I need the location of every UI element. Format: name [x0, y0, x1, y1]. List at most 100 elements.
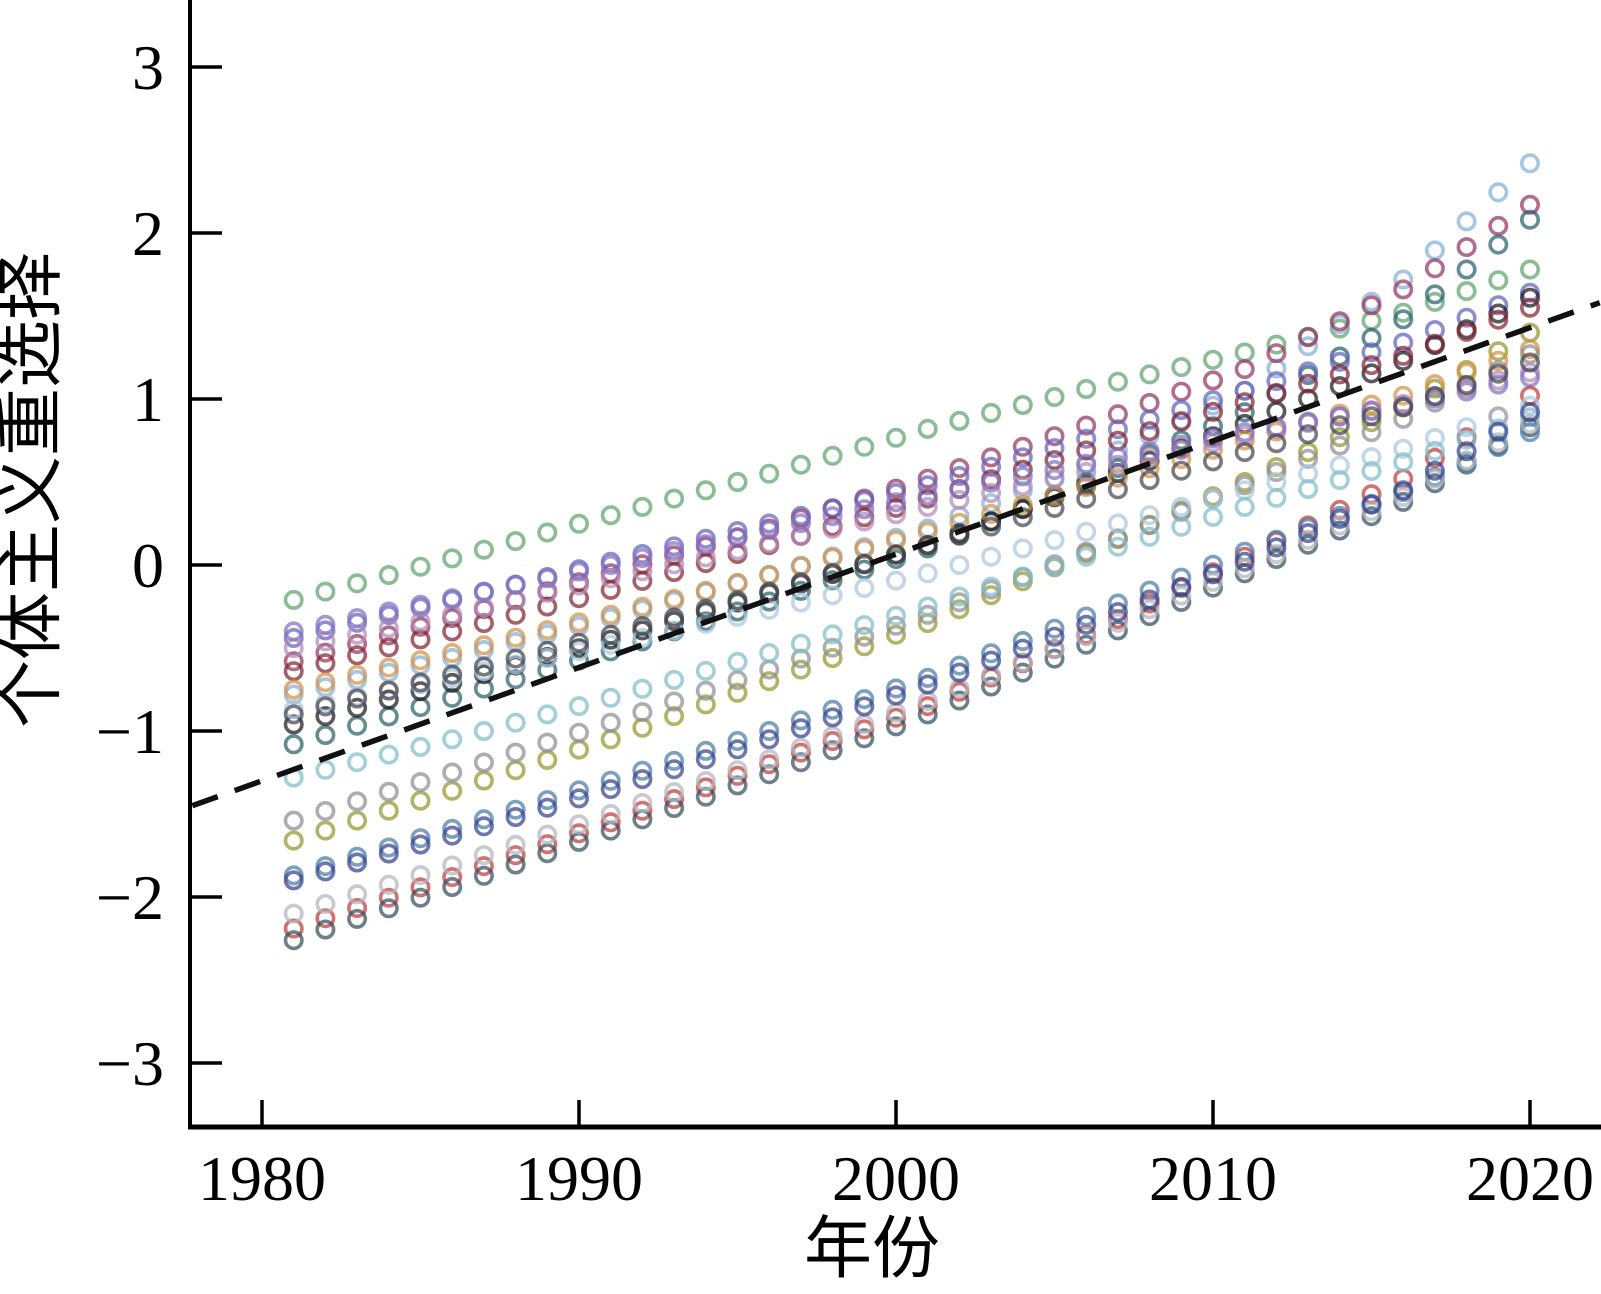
point-medium-purple — [1234, 422, 1255, 443]
point-silver — [442, 855, 463, 876]
point-light-teal — [981, 576, 1002, 597]
point-green — [537, 522, 558, 543]
point-mulberry — [949, 458, 970, 479]
point-slate-blue — [1266, 371, 1287, 392]
point-dark-red — [505, 604, 526, 625]
y-tick-label: 3 — [132, 32, 164, 103]
point-light-teal — [885, 605, 906, 626]
point-light-teal — [695, 660, 716, 681]
point-plum — [600, 568, 621, 589]
point-steel-blue — [759, 720, 780, 741]
point-silver — [1424, 468, 1445, 489]
point-steel-blue — [600, 770, 621, 791]
point-light-teal — [1234, 496, 1255, 517]
point-black — [410, 681, 431, 702]
point-dark-red — [1298, 373, 1319, 394]
point-charcoal — [1203, 451, 1224, 472]
point-green — [1107, 371, 1128, 392]
point-green — [727, 471, 748, 492]
point-steel-blue — [664, 750, 685, 771]
point-navy — [1329, 508, 1350, 529]
x-tick-label: 1980 — [198, 1143, 326, 1214]
point-navy — [410, 834, 431, 855]
point-black — [378, 689, 399, 710]
point-silver — [1139, 599, 1160, 620]
point-light-teal — [537, 704, 558, 725]
point-gray — [568, 722, 589, 743]
point-dark-red — [378, 637, 399, 658]
point-gray — [759, 659, 780, 680]
point-navy — [315, 861, 336, 882]
point-gray — [695, 680, 716, 701]
point-slate-blue — [1456, 307, 1477, 328]
point-olive — [949, 599, 970, 620]
point-charcoal — [1266, 433, 1287, 454]
y-tick-label: −2 — [96, 862, 164, 933]
x-tick-label: 2000 — [832, 1143, 960, 1214]
point-dark-red — [347, 645, 368, 666]
point-mulberry — [1361, 295, 1382, 316]
point-medium-purple — [347, 608, 368, 629]
point-olive — [283, 830, 304, 851]
point-navy — [854, 696, 875, 717]
point-crimson — [600, 812, 621, 833]
point-steel-blue — [695, 740, 716, 761]
point-orange — [378, 657, 399, 678]
point-dark-red — [1044, 450, 1065, 471]
point-mulberry — [1456, 237, 1477, 258]
point-pale-blue — [1139, 505, 1160, 526]
point-silver — [1044, 639, 1065, 660]
point-green — [1076, 378, 1097, 399]
point-pale-blue — [790, 592, 811, 613]
point-slate-blue — [1361, 342, 1382, 363]
point-gray — [632, 702, 653, 723]
x-tick-label: 2010 — [1149, 1143, 1277, 1214]
point-slate-blue — [1012, 447, 1033, 468]
point-dark-teal — [283, 734, 304, 755]
point-slate-blue — [1203, 390, 1224, 411]
point-mulberry — [1139, 392, 1160, 413]
point-orange — [1107, 467, 1128, 488]
point-light-teal — [664, 669, 685, 690]
point-green — [949, 410, 970, 431]
point-charcoal — [537, 640, 558, 661]
point-medium-purple — [537, 568, 558, 589]
x-tick-label: 2020 — [1466, 1143, 1594, 1214]
point-silver — [1171, 585, 1192, 606]
point-crimson — [505, 845, 526, 866]
point-silver — [1361, 501, 1382, 522]
point-olive — [600, 729, 621, 750]
point-olive — [505, 760, 526, 781]
point-gray — [315, 800, 336, 821]
point-pale-blue — [1361, 447, 1382, 468]
point-slate-blue — [1139, 409, 1160, 430]
point-light-teal — [1424, 440, 1445, 461]
point-navy — [1424, 460, 1445, 481]
point-medium-purple — [695, 534, 716, 555]
point-dark-red — [1234, 392, 1255, 413]
point-dark-teal — [1234, 402, 1255, 423]
point-gray — [727, 670, 748, 691]
point-medium-purple — [473, 581, 494, 602]
point-sky-blue — [1298, 336, 1319, 357]
point-light-teal — [632, 678, 653, 699]
point-crimson — [664, 789, 685, 810]
point-steel-blue — [632, 760, 653, 781]
point-steel-blue — [568, 780, 589, 801]
point-crimson — [347, 897, 368, 918]
point-medium-purple — [378, 601, 399, 622]
point-plum — [885, 504, 906, 525]
point-silver — [1234, 558, 1255, 579]
point-light-teal — [1012, 566, 1033, 587]
point-green — [473, 539, 494, 560]
point-dark-red — [632, 570, 653, 591]
point-silver — [1298, 529, 1319, 550]
point-olive — [1488, 341, 1509, 362]
point-silver — [1012, 652, 1033, 673]
point-crimson — [537, 834, 558, 855]
point-navy — [347, 852, 368, 873]
point-slate-blue — [1171, 399, 1192, 420]
y-tick-label: 0 — [132, 530, 164, 601]
point-gray — [378, 781, 399, 802]
point-olive — [822, 647, 843, 668]
